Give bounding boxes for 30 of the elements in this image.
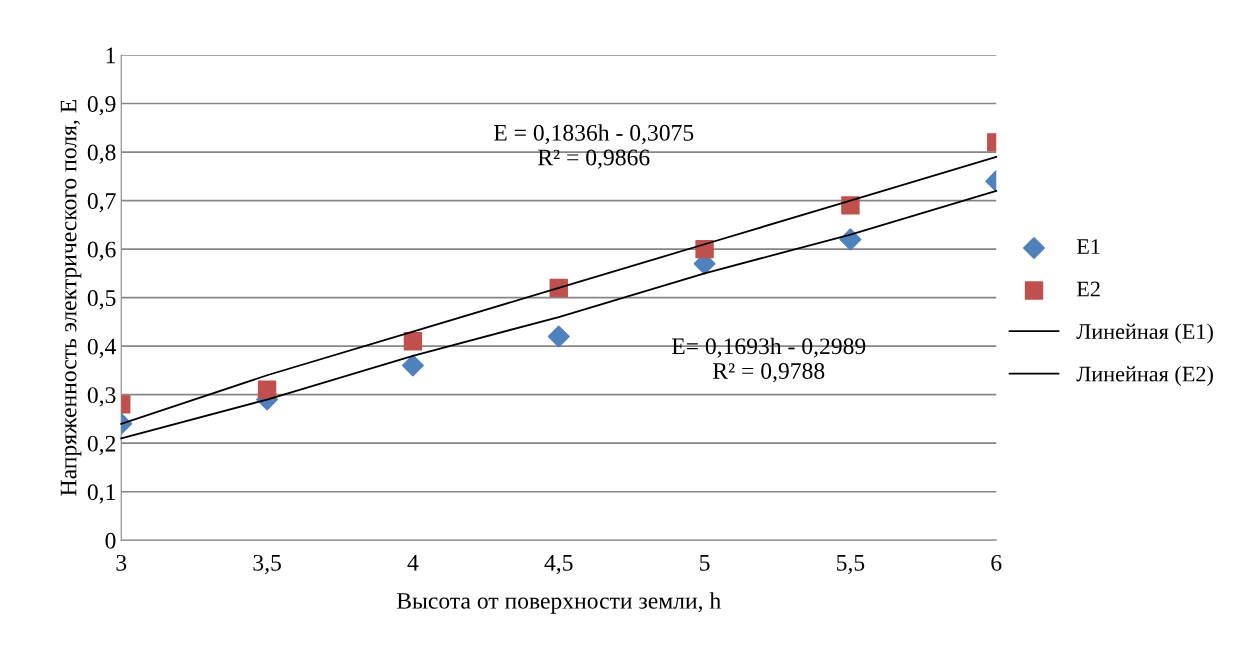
point xyxy=(403,332,423,351)
y-tick-label: 0,6 xyxy=(87,241,116,261)
y-axis-title: Напряженность электрического поля, E xyxy=(60,100,82,496)
point xyxy=(547,325,570,348)
annotation: E = 0,1836h - 0,3075 R² = 0,9866 xyxy=(493,124,694,169)
y-tick-label: 0,3 xyxy=(87,387,116,407)
y-tick-label: 0 xyxy=(105,532,116,549)
y-tick-label: 0,7 xyxy=(87,193,116,213)
point xyxy=(257,380,277,400)
legend-label: Линейная (E2) xyxy=(1076,365,1213,387)
x-axis-title: Высота от поверхности земли, h xyxy=(396,592,721,614)
point xyxy=(401,354,424,377)
x-tick-label: 5 xyxy=(700,555,710,571)
x-tick-label: 4,5 xyxy=(544,554,573,575)
y-tick-label: 0,5 xyxy=(87,290,116,310)
x-tick-label: 4 xyxy=(407,554,419,571)
legend-label: E1 xyxy=(1076,239,1100,254)
y-tick-label: 0,8 xyxy=(87,144,116,164)
legend-label: Линейная (E1) xyxy=(1076,323,1213,344)
y-tick-label: 0,4 xyxy=(87,338,117,358)
y-tick-label: 0,9 xyxy=(87,96,116,116)
y-tick-label: 0,1 xyxy=(87,484,115,504)
legend-label: E2 xyxy=(1076,281,1100,297)
x-tick-label: 3 xyxy=(116,554,127,571)
y-tick-label: 1 xyxy=(106,47,115,64)
x-tick-label: 5,5 xyxy=(837,555,865,575)
y-tick-label: 0,2 xyxy=(87,435,116,456)
x-tick-label: 3,5 xyxy=(253,554,281,575)
annotation: E= 0,1693h - 0,2989 R² = 0,9788 xyxy=(671,337,866,383)
x-tick-label: 6 xyxy=(991,554,1002,571)
